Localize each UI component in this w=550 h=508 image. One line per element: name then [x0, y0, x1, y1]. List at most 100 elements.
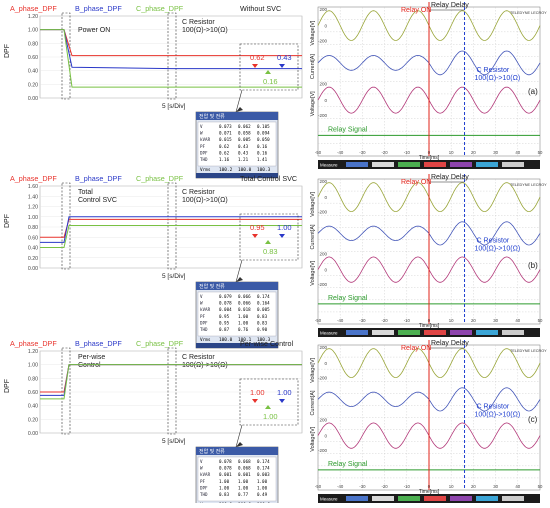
meter-cell: 1.00 [238, 320, 249, 325]
meter-row: PF 1.00 1.00 1.00 [200, 479, 268, 484]
x-tick: 0 [428, 150, 431, 155]
event-label-2b: 100(Ω)->10(Ω) [182, 27, 228, 34]
meter-buttonbar [196, 173, 278, 178]
relay-signal-label: Relay Signal [328, 295, 368, 302]
x-tick: 30 [493, 318, 498, 323]
scope-footer: Measure [318, 328, 540, 337]
pointer-arrow-head [236, 107, 243, 112]
value-label-a: 0.62 [250, 53, 265, 62]
meter-cell: 0.066 [238, 294, 251, 299]
meter-cell: 0.77 [238, 492, 249, 497]
meter-cell: 0.76 [238, 327, 249, 332]
arrow-b [279, 234, 285, 238]
meter-row: kVAR 0.004 0.018 0.005 [200, 307, 270, 312]
meter-cell: 0.068 [238, 466, 251, 471]
meter-cell: PF [200, 314, 206, 319]
y-tick-label: 1.00 [28, 28, 38, 34]
relay-on-label: Relay ON [401, 345, 431, 352]
y-axis-label: DPF [4, 214, 11, 228]
x-tick: 0 [428, 484, 431, 489]
y-tick-label: 0.00 [28, 431, 38, 437]
meter-cell: 0.066 [238, 301, 251, 306]
meter-cell: W [200, 466, 203, 471]
scope-footer-chip [346, 162, 368, 167]
y-tick-label: 0.20 [28, 417, 38, 423]
x-tick: 20 [471, 318, 476, 323]
meter-cell: 0.87 [219, 327, 230, 332]
event-box-2 [167, 182, 177, 270]
meter-cell: kVAR [200, 472, 211, 477]
y-axis-label: DPF [4, 44, 11, 58]
meter-cell: 1.00 [219, 485, 230, 490]
mode-title: Without SVC [240, 4, 281, 13]
scope-footer-chip [476, 330, 498, 335]
meter-cell: 1.41 [257, 157, 268, 162]
meter-footer-cell: 100.2 [219, 167, 233, 173]
dpf-panel-b: A_phase_DPF B_phase_DPF C_phase_DPF Total C… [4, 174, 303, 349]
meter-cell: 0.005 [238, 137, 251, 142]
relay-signal-label: Relay Signal [328, 461, 368, 468]
y-tick-label: 1.20 [28, 14, 38, 20]
c-resistor-label-2: 100(Ω)->10(Ω) [475, 245, 521, 252]
meter-cell: 0.062 [238, 124, 251, 129]
scope-footer-chip [424, 330, 446, 335]
arrow-a [252, 64, 258, 68]
event-box-1 [61, 347, 71, 435]
meter-cell: 0.015 [219, 137, 232, 142]
y-tick-label: 0.00 [28, 266, 38, 272]
x-tick: 20 [471, 484, 476, 489]
c-resistor-label-1: C Resistor [477, 403, 510, 410]
x-tick: -10 [404, 484, 411, 489]
value-label-b: 0.43 [277, 53, 292, 62]
y-tick-label: 0.80 [28, 225, 38, 231]
dpf-panel-a: A_phase_DPF B_phase_DPF C_phase_DPF Without… [4, 4, 303, 179]
meter-row: W 0.078 0.066 0.164 [200, 301, 270, 306]
v-tick-2: 0 [324, 98, 327, 103]
event-label-2a: C Resistor [182, 189, 215, 196]
meter-cell: 0.073 [219, 124, 232, 129]
meter-titlebar [196, 447, 278, 455]
meter-cell: 0.018 [238, 307, 251, 312]
meter-cell: 1.00 [238, 479, 249, 484]
meter-cell: 0.174 [257, 459, 270, 464]
meter-cell: 0.003 [257, 472, 270, 477]
arrow-a [252, 234, 258, 238]
scope-brand-logo: TELEDYNE LECROY [510, 183, 547, 187]
meter-cell: 0.050 [257, 137, 270, 142]
v-tick-2: 200 [319, 252, 327, 257]
scope-footer-chip [450, 330, 472, 335]
voltage-axis-label: Voltage[V] [310, 20, 316, 46]
relay-on-label: Relay ON [401, 179, 431, 186]
meter-cell: 0.071 [219, 131, 232, 136]
meter-row: V 0.073 0.062 0.105 [200, 124, 270, 129]
v-tick-2: -200 [318, 448, 328, 453]
scope-footer-label: Measure [320, 497, 338, 502]
meter-cell: 1.00 [238, 314, 249, 319]
meter-cell: PF [200, 144, 206, 149]
zoom-box [239, 213, 299, 261]
meter-cell: 0.174 [257, 466, 270, 471]
arrow-c [265, 405, 271, 409]
meter-footer-cell: Vrms [200, 167, 211, 173]
x-tick: -20 [381, 484, 388, 489]
series-b-line [40, 216, 302, 243]
y-tick-label: 0.80 [28, 41, 38, 47]
y-tick-label: 1.60 [28, 184, 38, 190]
meter-cell: 0.43 [238, 144, 249, 149]
event-box-1 [61, 182, 71, 270]
meter-cell: 1.00 [219, 479, 230, 484]
arrow-a [252, 399, 258, 403]
meter-cell: PF [200, 479, 206, 484]
voltage-axis-label-2: Voltage[V] [310, 91, 316, 117]
legend-b-phase: B_phase_DPF [75, 4, 122, 13]
legend-a-phase: A_phase_DPF [10, 174, 57, 183]
scope-footer-chip [372, 496, 394, 501]
v-tick-2: -200 [318, 282, 328, 287]
event-label-2b: 100(Ω)->10(Ω) [182, 362, 228, 369]
legend-a-phase: A_phase_DPF [10, 4, 57, 13]
scope-footer: Measure [318, 494, 540, 503]
meter-cell: 1.00 [257, 485, 268, 490]
